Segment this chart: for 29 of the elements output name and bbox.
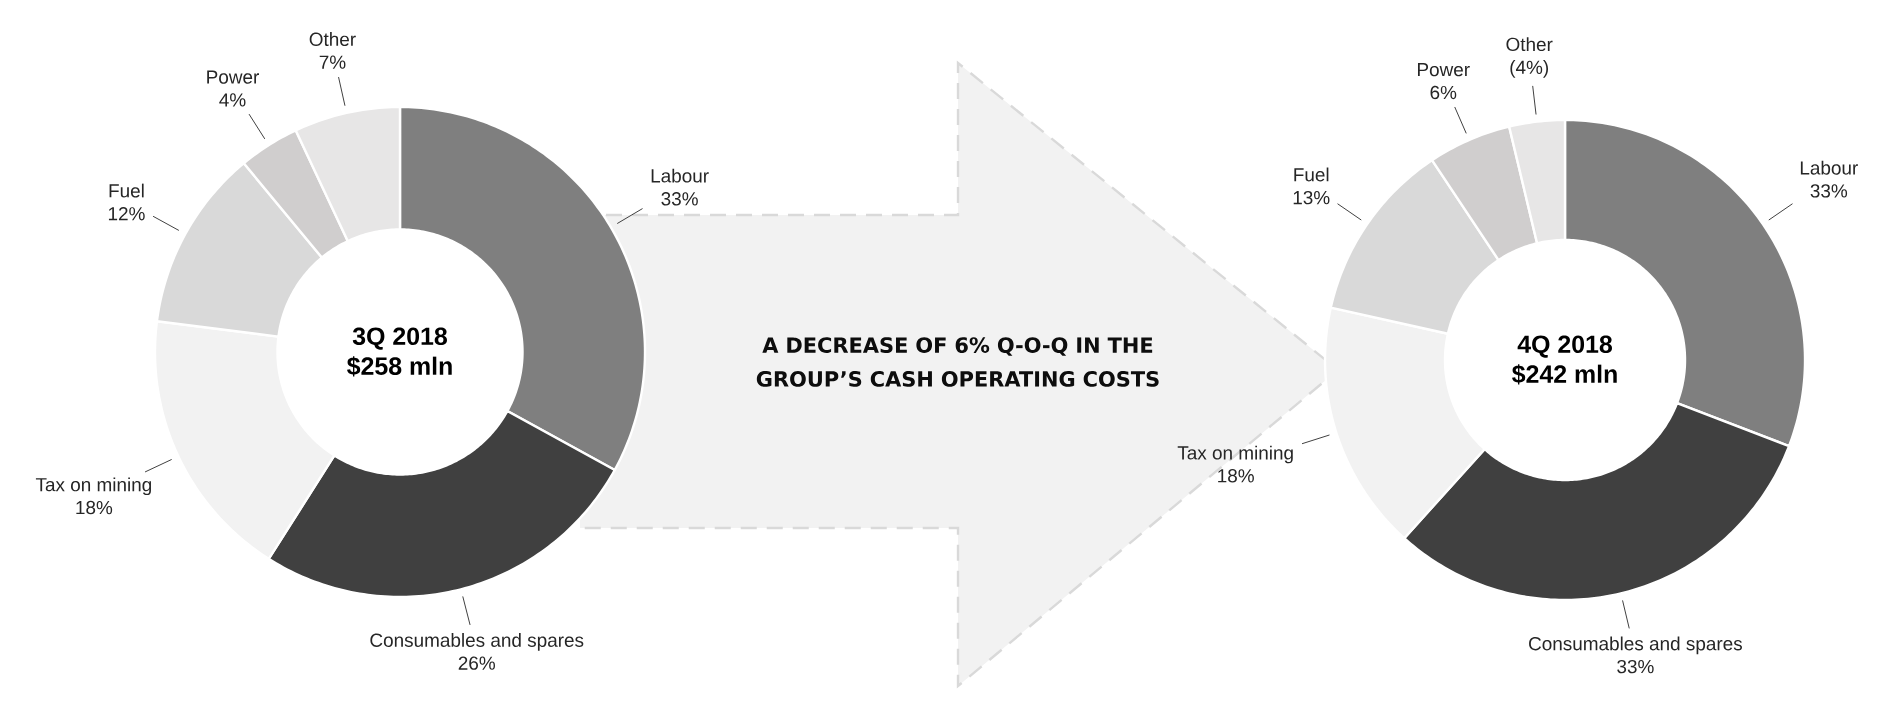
slice-label: Labour [651,168,709,183]
data-label: 26% [458,656,495,670]
data-label: (4%) [1510,60,1548,78]
data-label: 18% [76,500,113,515]
data-label: 33% [1810,184,1848,198]
data-label: 6% [1430,85,1457,100]
data-label: 33% [1617,659,1654,674]
data-label: 18% [1218,469,1254,483]
slice-label: Other [1506,37,1553,52]
slice-label: Tax on mining [1177,445,1293,464]
text: A DECREASE OF 6% Q-O-Q IN THE GROUP’S CASH OPERATING COSTS [756,337,1159,387]
data-label: 13% [1293,190,1330,205]
data-label: 33% [661,192,698,206]
text: 4Q 2018 [1517,335,1612,358]
data-label: 7% [319,55,346,69]
slice-label: Power [207,70,260,84]
slice-label: Fuel [1294,167,1329,182]
text: $242 mln [1512,364,1617,385]
slice-label: Power [1417,63,1470,77]
data-label: 4% [219,93,246,107]
data-label: 12% [108,207,145,221]
slice-label: Consumables and spares [370,633,584,651]
slice-label: Labour [1800,160,1858,175]
slice-label: Fuel [109,183,144,198]
text: $258 mln [347,356,452,377]
slice-label: Consumables and spares [1529,636,1742,655]
slice-label: Tax on mining [35,477,152,496]
text: 3Q 2018 [352,327,447,350]
slice-label: Other [309,32,356,47]
